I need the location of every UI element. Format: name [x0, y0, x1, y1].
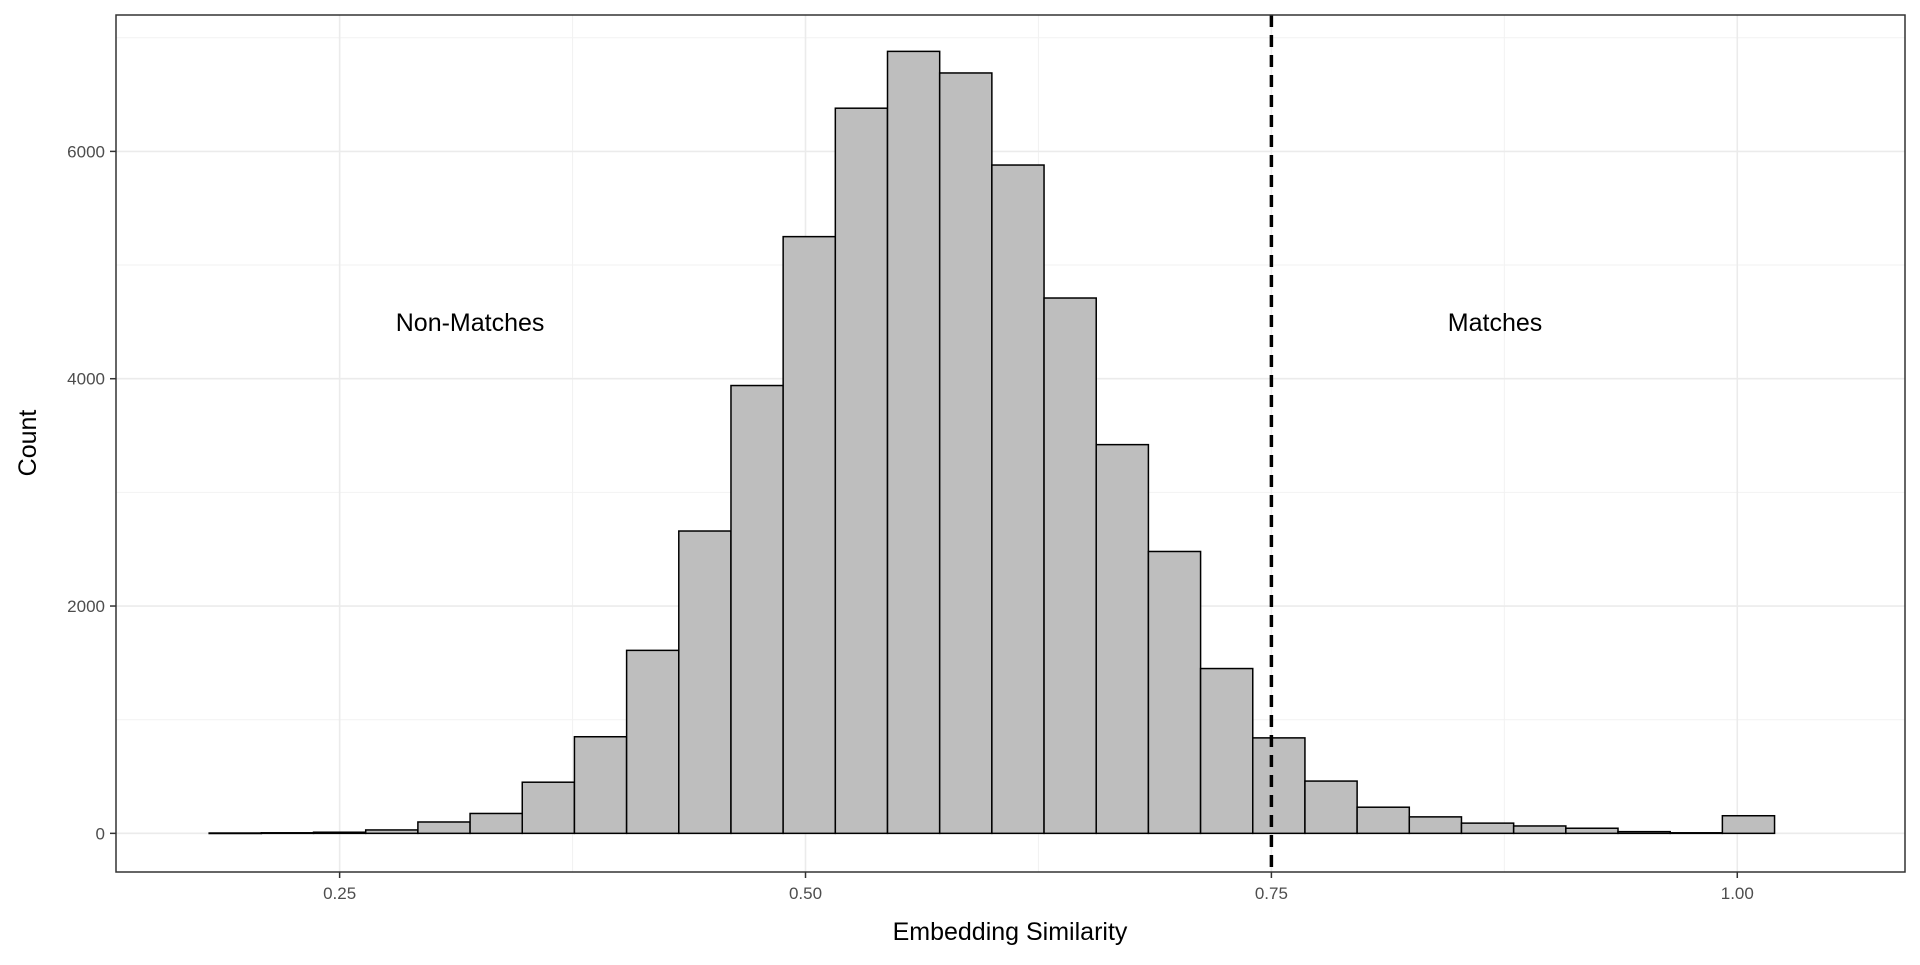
y-axis-title: Count [14, 410, 42, 477]
histogram-bar-17 [1095, 443, 1150, 835]
histogram-bar-26 [1565, 827, 1619, 835]
histogram-bar-19 [1199, 667, 1254, 835]
y-tick-label-2: 4000 [67, 370, 105, 389]
histogram-bar-24 [1460, 822, 1515, 835]
x-axis-title: Embedding Similarity [893, 918, 1128, 946]
histogram-bar-12 [834, 107, 889, 835]
histogram-bar-18 [1147, 550, 1202, 835]
histogram-bar-22 [1356, 806, 1411, 835]
histogram-bar-10 [730, 384, 784, 835]
histogram-bar-16 [1043, 297, 1097, 835]
x-tick-label-0: 0.25 [323, 884, 356, 903]
x-tick-label-3: 1.00 [1721, 884, 1754, 903]
x-axis: 0.25 0.50 0.75 1.00 [323, 872, 1754, 903]
y-tick-label-0: 0 [96, 824, 105, 843]
histogram-bars [208, 50, 1776, 835]
y-tick-label-3: 6000 [67, 142, 105, 161]
annotation-label-non-matches: Non-Matches [396, 309, 545, 337]
y-axis: 0 2000 4000 6000 [67, 142, 116, 843]
x-tick-label-1: 0.50 [789, 884, 822, 903]
annotation-layer: Non-Matches Matches [396, 309, 1543, 337]
histogram-bar-15 [991, 164, 1045, 835]
histogram-bar-14 [938, 72, 993, 835]
histogram-bar-23 [1408, 816, 1463, 835]
histogram-bar-8 [625, 649, 680, 835]
histogram-bar-25 [1512, 825, 1567, 835]
histogram-bar-4 [417, 821, 471, 835]
x-tick-label-2: 0.75 [1255, 884, 1288, 903]
histogram-bar-20 [1252, 737, 1306, 835]
histogram-bar-28 [1669, 832, 1724, 835]
histogram-bar-11 [782, 235, 837, 835]
histogram-bar-1 [260, 832, 315, 835]
histogram-bar-6 [521, 781, 576, 835]
histogram-bar-0 [208, 832, 263, 835]
histogram-bar-13 [886, 50, 941, 835]
histogram-bar-5 [469, 812, 524, 835]
histogram-bar-3 [364, 829, 419, 835]
y-tick-label-1: 2000 [67, 597, 105, 616]
histogram-bar-27 [1617, 830, 1671, 835]
histogram-bar-2 [312, 831, 367, 835]
histogram-bar-29 [1721, 814, 1776, 835]
panel-border [115, 14, 1906, 873]
histogram-bar-21 [1304, 780, 1358, 835]
histogram-bar-9 [678, 530, 732, 835]
histogram-bar-7 [573, 735, 628, 835]
annotation-label-matches: Matches [1448, 309, 1542, 337]
